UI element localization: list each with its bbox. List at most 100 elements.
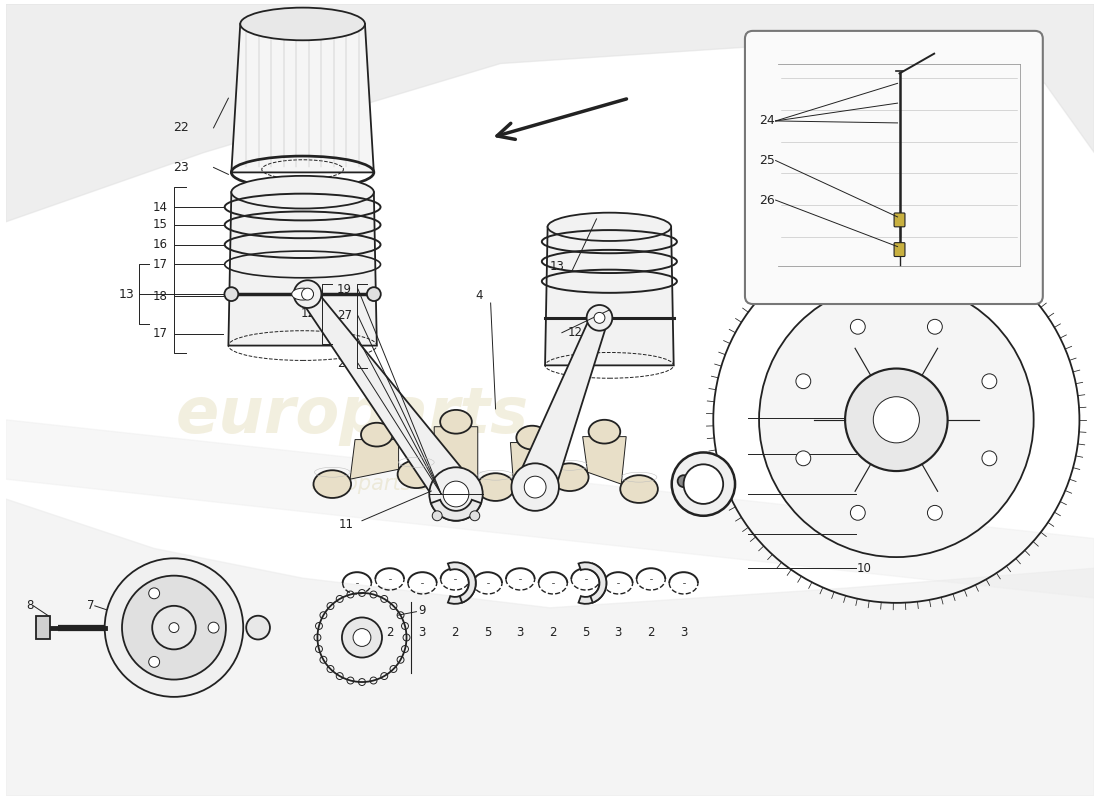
Polygon shape	[434, 426, 477, 482]
Ellipse shape	[231, 176, 374, 209]
FancyBboxPatch shape	[894, 213, 905, 227]
Circle shape	[845, 369, 947, 471]
Polygon shape	[6, 420, 1094, 598]
Circle shape	[594, 313, 605, 323]
Polygon shape	[510, 442, 554, 482]
Text: 2: 2	[549, 626, 557, 639]
Text: 3: 3	[680, 626, 688, 639]
Ellipse shape	[680, 466, 717, 493]
Circle shape	[850, 506, 866, 520]
Text: 23: 23	[173, 161, 189, 174]
Ellipse shape	[548, 213, 671, 241]
Ellipse shape	[476, 474, 515, 501]
Circle shape	[982, 451, 997, 466]
Ellipse shape	[292, 288, 313, 300]
Text: 3: 3	[419, 626, 426, 639]
Ellipse shape	[240, 8, 365, 40]
Text: 17: 17	[153, 327, 168, 340]
Text: 10: 10	[857, 562, 871, 574]
Text: 11: 11	[339, 518, 354, 531]
Wedge shape	[579, 562, 606, 602]
Circle shape	[796, 374, 811, 389]
Ellipse shape	[551, 463, 588, 491]
Text: autoparts since 1985: autoparts since 1985	[311, 474, 532, 494]
Text: 24: 24	[759, 114, 774, 127]
Circle shape	[353, 629, 371, 646]
Circle shape	[443, 481, 469, 507]
Wedge shape	[448, 563, 476, 604]
Polygon shape	[300, 289, 473, 506]
Circle shape	[152, 606, 196, 650]
Circle shape	[850, 319, 866, 334]
Wedge shape	[579, 563, 606, 604]
Circle shape	[470, 511, 480, 521]
Text: 2: 2	[386, 626, 394, 639]
Circle shape	[432, 511, 442, 521]
Circle shape	[759, 282, 1034, 557]
Text: 19: 19	[337, 282, 352, 296]
Circle shape	[429, 467, 483, 521]
Circle shape	[342, 618, 382, 658]
Circle shape	[982, 374, 997, 389]
Text: 13: 13	[550, 260, 564, 273]
Text: 18: 18	[153, 290, 168, 302]
Text: 17: 17	[153, 258, 168, 271]
Circle shape	[148, 657, 159, 667]
Text: 2: 2	[647, 626, 654, 639]
Text: 21: 21	[337, 357, 352, 370]
Polygon shape	[36, 616, 51, 639]
Text: 6: 6	[146, 599, 154, 612]
Circle shape	[586, 305, 613, 330]
Circle shape	[294, 280, 321, 308]
Ellipse shape	[588, 420, 620, 443]
Ellipse shape	[440, 410, 472, 434]
Text: 26: 26	[759, 194, 774, 206]
Text: 16: 16	[153, 238, 168, 251]
Text: 5: 5	[582, 626, 590, 639]
Text: 3: 3	[517, 626, 524, 639]
Text: 12: 12	[568, 326, 583, 339]
Text: 25: 25	[759, 154, 774, 167]
Text: 13: 13	[119, 288, 134, 301]
Text: 12: 12	[300, 307, 316, 321]
Polygon shape	[229, 192, 377, 346]
Wedge shape	[448, 562, 476, 602]
Polygon shape	[583, 437, 626, 484]
Circle shape	[301, 288, 314, 300]
Polygon shape	[6, 4, 1094, 222]
Polygon shape	[6, 499, 1094, 796]
FancyBboxPatch shape	[745, 31, 1043, 304]
Circle shape	[169, 622, 179, 633]
Circle shape	[927, 506, 943, 520]
Text: 9: 9	[418, 604, 426, 618]
Circle shape	[512, 463, 559, 511]
Circle shape	[927, 319, 943, 334]
Ellipse shape	[397, 460, 436, 488]
Circle shape	[796, 451, 811, 466]
Wedge shape	[431, 500, 481, 521]
Ellipse shape	[620, 475, 658, 503]
Circle shape	[224, 287, 239, 301]
Circle shape	[122, 576, 226, 679]
Polygon shape	[350, 439, 398, 479]
Circle shape	[672, 453, 735, 516]
Text: 1: 1	[857, 487, 865, 501]
Text: 4: 4	[475, 289, 483, 302]
Text: 8: 8	[26, 599, 33, 612]
Text: europarts: europarts	[176, 384, 529, 446]
Polygon shape	[231, 24, 374, 172]
Circle shape	[208, 622, 219, 633]
Text: 5: 5	[484, 626, 492, 639]
Text: 2: 2	[857, 448, 865, 461]
Circle shape	[104, 558, 243, 697]
Polygon shape	[546, 227, 673, 366]
Text: 7: 7	[87, 599, 95, 612]
Text: 3: 3	[353, 626, 361, 639]
Text: 27: 27	[337, 310, 352, 322]
Text: 3: 3	[857, 411, 865, 424]
Polygon shape	[517, 314, 608, 494]
Text: 15: 15	[153, 218, 168, 231]
Circle shape	[246, 616, 270, 639]
Text: 22: 22	[173, 122, 189, 134]
Ellipse shape	[361, 422, 393, 446]
